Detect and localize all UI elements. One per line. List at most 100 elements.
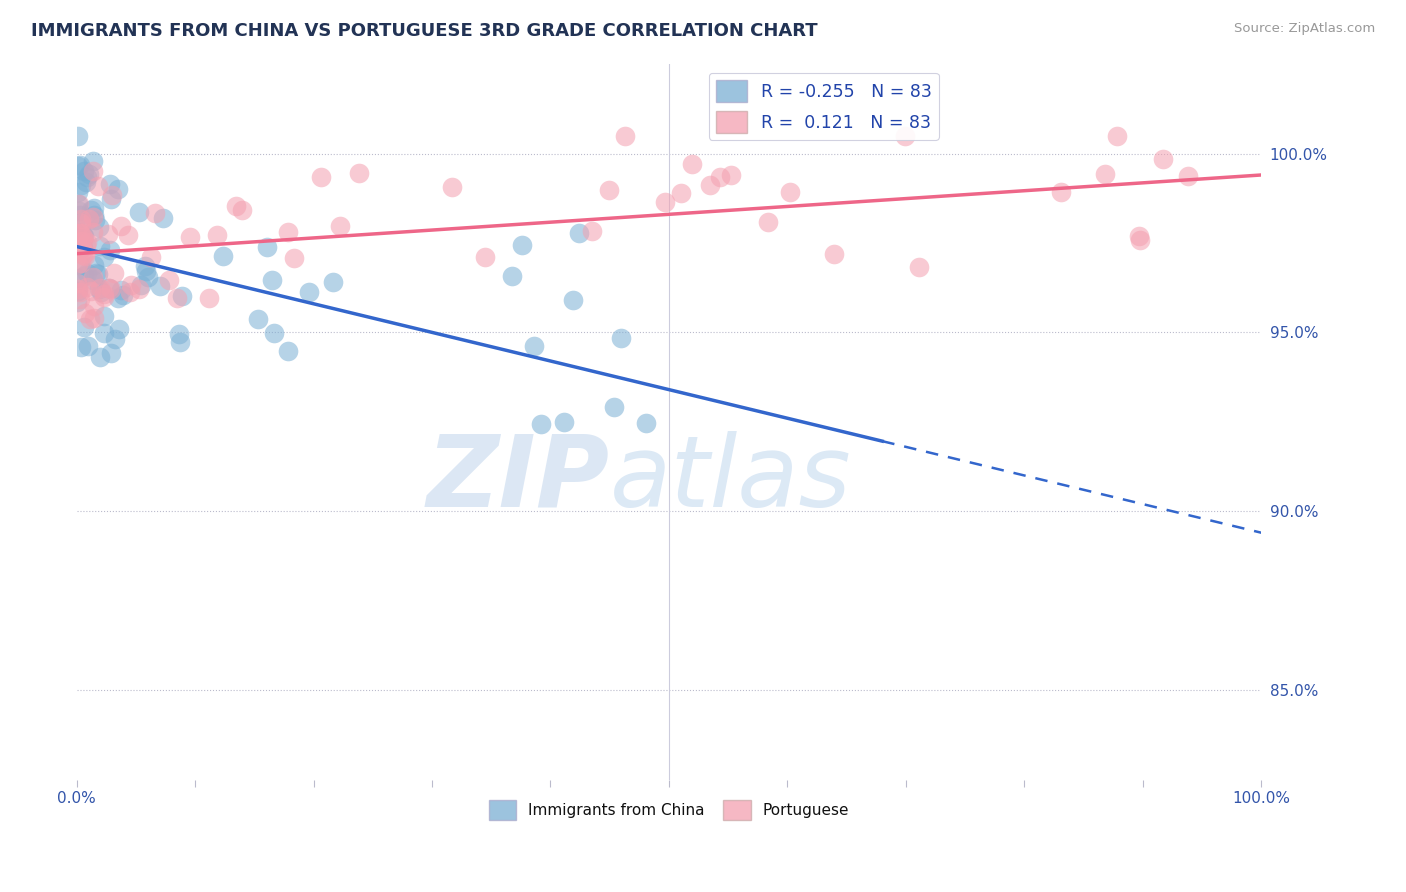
Point	[72, 244, 94, 258]
Point	[1049, 185, 1071, 199]
Point	[603, 400, 626, 414]
Point	[93, 287, 115, 301]
Point	[141, 250, 163, 264]
Point	[97, 281, 120, 295]
Point	[82, 210, 104, 224]
Text: Source: ZipAtlas.com: Source: ZipAtlas.com	[1234, 22, 1375, 36]
Point	[823, 246, 845, 260]
Point	[211, 249, 233, 263]
Point	[75, 175, 97, 189]
Point	[501, 268, 523, 283]
Point	[634, 416, 657, 430]
Point	[309, 170, 332, 185]
Point	[108, 322, 131, 336]
Point	[93, 250, 115, 264]
Point	[474, 250, 496, 264]
Point	[82, 154, 104, 169]
Point	[66, 185, 89, 199]
Point	[510, 238, 533, 252]
Text: IMMIGRANTS FROM CHINA VS PORTUGUESE 3RD GRADE CORRELATION CHART: IMMIGRANTS FROM CHINA VS PORTUGUESE 3RD …	[31, 22, 817, 40]
Point	[72, 240, 94, 254]
Point	[256, 240, 278, 254]
Point	[83, 212, 105, 227]
Point	[598, 183, 620, 197]
Point	[79, 312, 101, 326]
Point	[82, 273, 104, 287]
Point	[67, 159, 90, 173]
Point	[1129, 233, 1152, 247]
Point	[76, 235, 98, 250]
Point	[152, 211, 174, 225]
Point	[779, 185, 801, 199]
Point	[84, 266, 107, 280]
Point	[70, 216, 93, 230]
Point	[135, 264, 157, 278]
Point	[110, 284, 132, 298]
Point	[103, 332, 125, 346]
Point	[709, 170, 731, 185]
Point	[76, 279, 98, 293]
Point	[79, 202, 101, 217]
Text: ZIP: ZIP	[427, 431, 610, 527]
Point	[553, 415, 575, 429]
Point	[75, 245, 97, 260]
Point	[89, 281, 111, 295]
Point	[76, 169, 98, 184]
Point	[75, 238, 97, 252]
Point	[129, 277, 152, 292]
Point	[277, 343, 299, 358]
Point	[66, 271, 89, 285]
Point	[80, 284, 103, 298]
Point	[207, 227, 229, 242]
Point	[231, 203, 253, 218]
Point	[112, 288, 135, 302]
Point	[581, 224, 603, 238]
Point	[72, 229, 94, 244]
Point	[77, 167, 100, 181]
Point	[328, 219, 350, 234]
Point	[87, 219, 110, 234]
Point	[128, 282, 150, 296]
Point	[100, 345, 122, 359]
Point	[166, 291, 188, 305]
Point	[100, 282, 122, 296]
Point	[67, 257, 90, 271]
Point	[167, 327, 190, 342]
Point	[73, 306, 96, 320]
Point	[681, 157, 703, 171]
Text: atlas: atlas	[610, 431, 852, 527]
Point	[72, 234, 94, 248]
Point	[69, 158, 91, 172]
Point	[298, 285, 321, 299]
Point	[69, 285, 91, 300]
Point	[72, 248, 94, 262]
Point	[70, 212, 93, 227]
Point	[283, 252, 305, 266]
Point	[103, 266, 125, 280]
Point	[98, 243, 121, 257]
Point	[83, 299, 105, 313]
Point	[73, 229, 96, 244]
Point	[523, 339, 546, 353]
Point	[90, 285, 112, 300]
Point	[82, 164, 104, 178]
Point	[69, 256, 91, 270]
Point	[69, 178, 91, 193]
Point	[82, 225, 104, 239]
Point	[83, 201, 105, 215]
Point	[134, 259, 156, 273]
Point	[89, 351, 111, 365]
Point	[69, 226, 91, 240]
Point	[225, 199, 247, 213]
Point	[149, 279, 172, 293]
Point	[120, 278, 142, 293]
Point	[699, 178, 721, 192]
Point	[100, 193, 122, 207]
Point	[72, 228, 94, 243]
Point	[568, 226, 591, 240]
Point	[66, 197, 89, 211]
Point	[93, 309, 115, 323]
Point	[756, 214, 779, 228]
Point	[613, 128, 636, 143]
Point	[654, 194, 676, 209]
